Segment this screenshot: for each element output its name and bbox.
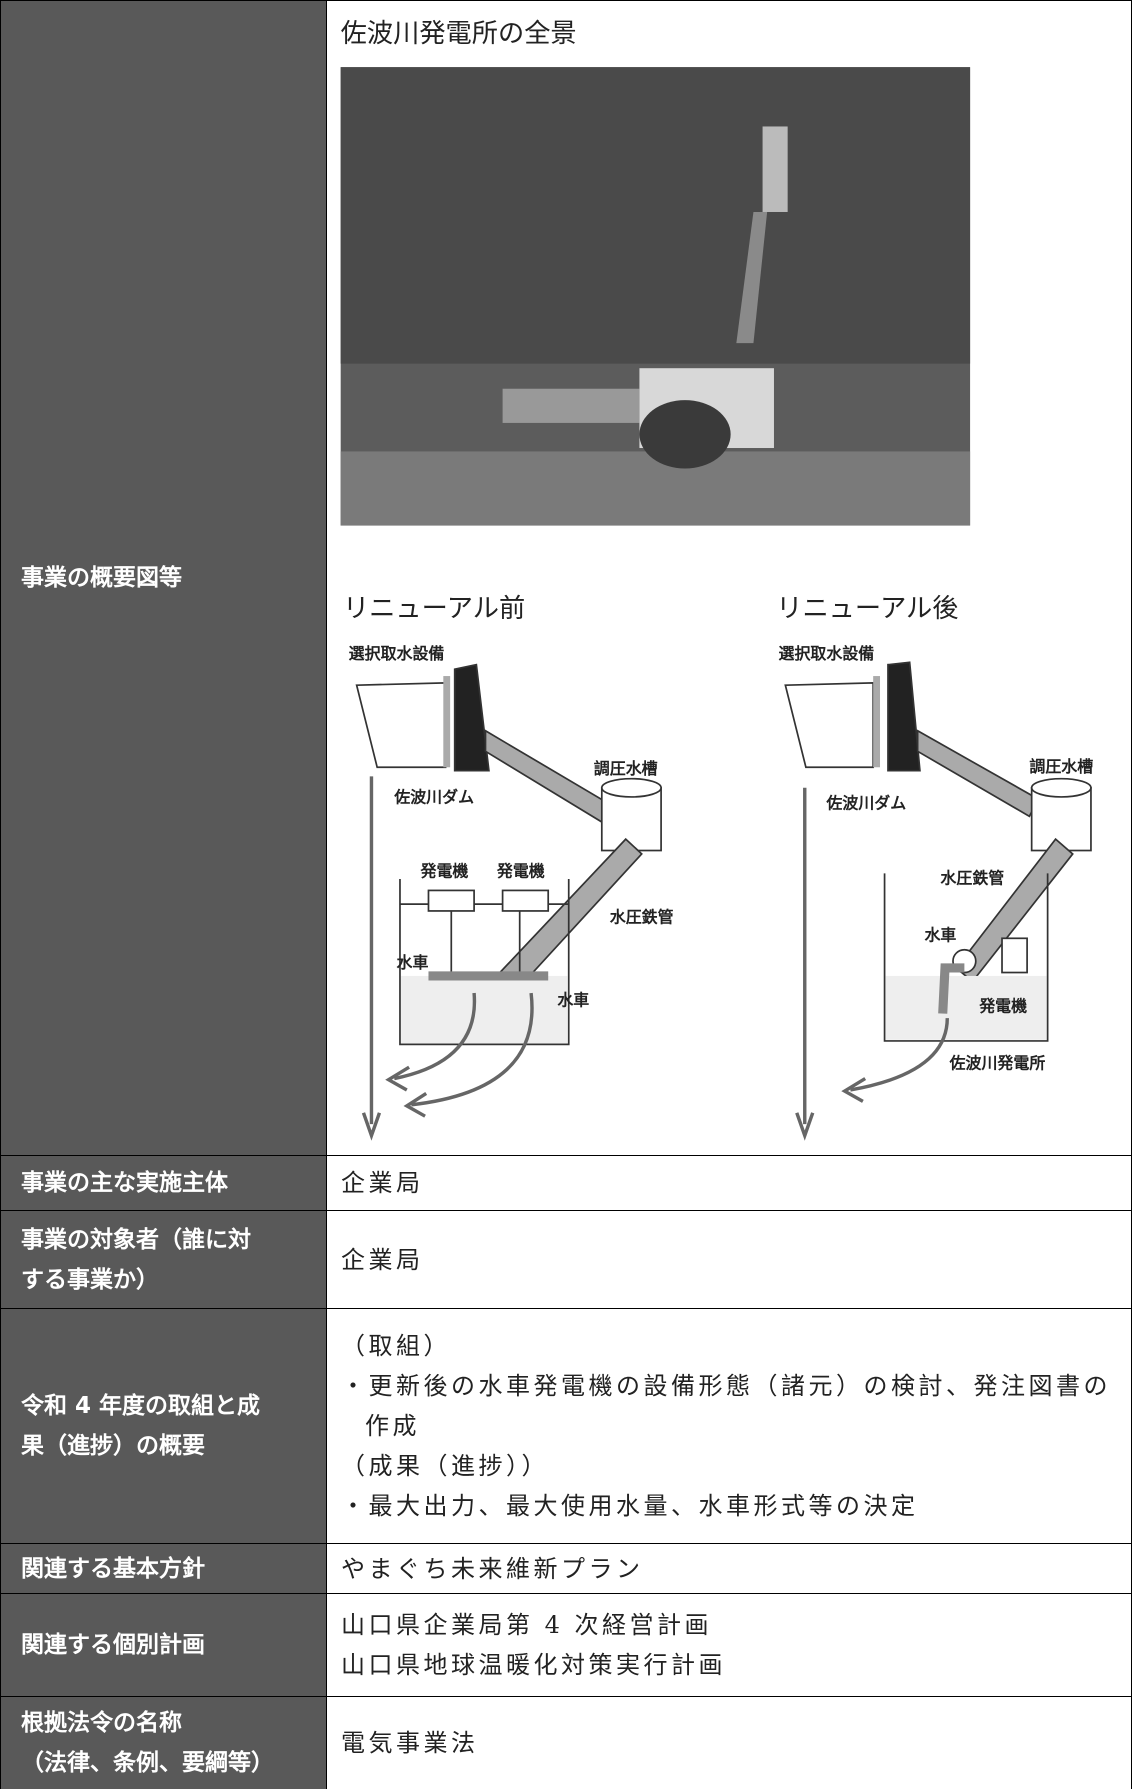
diagram-label: 水車: [397, 953, 429, 972]
diagram-label: 佐波川ダム: [825, 793, 906, 812]
diagram-label: 水圧鉄管: [610, 907, 674, 926]
row-content: 佐波川発電所の全景 リニューアル前 リニューアル後 選択取水設備佐波川ダム 調圧水…: [326, 0, 1132, 1156]
row-content: （取組） ・更新後の水車発電機の設備形態（諸元）の検討、発注図書の作成 （成果（進捗…: [326, 1308, 1132, 1544]
diagram-label: 水車: [924, 926, 956, 945]
row-header: 事業の対象者（誰に対 する事業か）: [0, 1210, 327, 1309]
diagram-after: [784, 661, 1092, 1141]
row-header: 関連する基本方針: [0, 1543, 327, 1594]
header-line: 事業の主な実施主体: [21, 1170, 228, 1196]
header-line: 事業の対象者（誰に対: [21, 1226, 251, 1253]
content-line: やまぐち未来維新プラン: [341, 1554, 644, 1583]
row-content: やまぐち未来維新プラン: [326, 1543, 1132, 1594]
photo: [340, 67, 971, 526]
row-header: 事業の主な実施主体: [0, 1155, 327, 1211]
diagram-label: 選択取水設備: [779, 644, 875, 663]
header-line: 根拠法令の名称: [21, 1710, 182, 1736]
content-line: 電気事業法: [341, 1729, 479, 1757]
content-line: （成果（進捗））: [341, 1452, 549, 1480]
row-content: 企業局: [326, 1155, 1132, 1211]
diagram-title: リニューアル前: [343, 594, 525, 624]
diagram-before: [355, 663, 662, 1141]
header-line: 関連する基本方針: [21, 1555, 205, 1582]
diagram-label: 調圧水槽: [594, 759, 658, 778]
row-header: 令和 4 年度の取組と成 果（進捗）の概要: [0, 1308, 327, 1544]
header-line: 関連する個別計画: [21, 1632, 205, 1658]
row-header: 関連する個別計画: [0, 1593, 327, 1697]
row-content: 山口県企業局第 4 次経営計画 山口県地球温暖化対策実行計画: [326, 1593, 1132, 1697]
diagram-label: 発電機: [496, 862, 545, 881]
diagram-label: 発電機: [978, 996, 1027, 1015]
diagram-label: 佐波川ダム: [393, 788, 474, 807]
diagram-label: 発電機: [419, 862, 468, 881]
content-line: 山口県地球温暖化対策実行計画: [341, 1651, 726, 1679]
row: 根拠法令の名称 （法律、条例、要綱等） 電気事業法: [0, 1696, 1132, 1789]
header-line: 令和 4 年度の取組と成: [21, 1393, 261, 1419]
row: 関連する個別計画 山口県企業局第 4 次経営計画 山口県地球温暖化対策実行計画: [0, 1593, 1132, 1697]
row-header: 根拠法令の名称 （法律、条例、要綱等）: [0, 1696, 327, 1789]
header-line: する事業か）: [21, 1266, 159, 1293]
row: 関連する基本方針 やまぐち未来維新プラン: [0, 1543, 1132, 1594]
header-line: 事業の概要図等: [21, 565, 182, 591]
row: 事業の主な実施主体 企業局: [0, 1155, 1132, 1211]
content-line: ・更新後の水車発電機の設備形態（諸元）の検討、発注図書の作成: [341, 1372, 1111, 1440]
diagram-title: リニューアル後: [776, 594, 958, 624]
header-line: 果（進捗）の概要: [21, 1433, 205, 1459]
header-line: （法律、条例、要綱等）: [21, 1750, 274, 1776]
diagram-label: 調圧水槽: [1029, 757, 1093, 776]
content-line: （取組）: [341, 1332, 451, 1360]
diagram-label: 水車: [557, 991, 589, 1010]
row: 事業の対象者（誰に対 する事業か） 企業局: [0, 1210, 1132, 1309]
row-content: 電気事業法: [326, 1696, 1132, 1789]
content-line: ・最大出力、最大使用水量、水車形式等の決定: [341, 1492, 919, 1520]
diagram-label: 水圧鉄管: [940, 869, 1004, 888]
row: 令和 4 年度の取組と成 果（進捗）の概要 （取組） ・更新後の水車発電機の設備形態（…: [0, 1308, 1132, 1544]
diagram-label: 選択取水設備: [349, 644, 445, 663]
content-line: 企業局: [341, 1169, 424, 1197]
content-line: 企業局: [341, 1245, 424, 1274]
row-header: 事業の概要図等: [0, 0, 327, 1156]
photo-caption: 佐波川発電所の全景: [341, 19, 577, 49]
diagram-label: 佐波川発電所: [949, 1053, 1046, 1072]
row-content: 企業局: [326, 1210, 1132, 1309]
row: 事業の概要図等 佐波川発電所の全景 リニューアル前 リニューアル後 選択取水設備…: [0, 0, 1132, 1156]
content-line: 山口県企業局第 4 次経営計画: [341, 1611, 713, 1639]
